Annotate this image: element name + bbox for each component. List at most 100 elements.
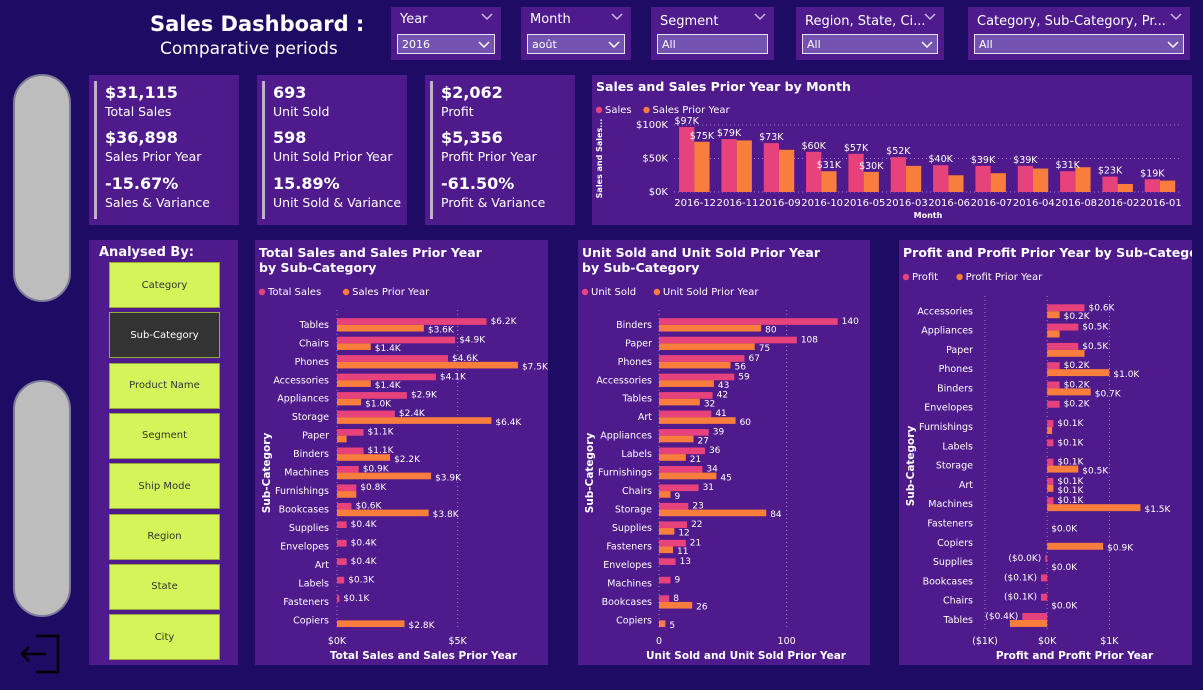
data-label: $30K (859, 161, 884, 172)
y-tick-label: Chairs (943, 596, 973, 607)
bar-sales (721, 139, 737, 192)
chart-title: Total Sales and Sales Prior Year by Sub-C… (259, 245, 483, 275)
chevron-down-icon[interactable] (611, 12, 623, 22)
units_sub-legend-marker (653, 288, 661, 296)
x-tick-label: 0 (656, 636, 662, 647)
sales_sub-legend-marker (342, 288, 350, 296)
y-tick-label: Bookcases (602, 597, 652, 608)
data-label: 140 (842, 317, 859, 327)
kpi-profit-prior-value: $5,356 (441, 128, 503, 147)
slicer-month[interactable]: Month août (521, 7, 631, 60)
data-label: 12 (678, 529, 689, 539)
bar-current (337, 318, 487, 325)
bar-current (337, 539, 347, 547)
slicer-segment-dropdown[interactable]: All (657, 34, 768, 54)
exit-icon[interactable] (18, 632, 62, 676)
bar-sales-prior (863, 171, 879, 192)
bar-prior (659, 509, 767, 517)
data-label: $0.4K (351, 557, 378, 567)
bar-sales (933, 165, 949, 192)
data-label: $97K (675, 116, 700, 127)
data-label: 56 (734, 362, 746, 372)
x-axis-title: Month (914, 211, 943, 220)
x-tick-label: 2016-08 (1055, 198, 1097, 209)
nav-pill-bottom[interactable] (13, 380, 71, 617)
bar-prior (659, 435, 694, 443)
slicer-category-dropdown[interactable]: All (974, 34, 1184, 54)
chart-sales-by-subcategory: Total Sales and Sales Prior Year by Sub-C… (258, 245, 549, 662)
data-label: $3.6K (428, 326, 455, 336)
bar-sales (1017, 165, 1033, 192)
y-tick-label: Tables (942, 615, 973, 626)
chart-units-by-subcategory: Unit Sold and Unit Sold Prior Year by Sub… (581, 245, 859, 662)
data-label: 36 (709, 446, 721, 456)
data-label: $0.1K (1057, 419, 1084, 429)
sales_sub-legend-label: Sales Prior Year (352, 287, 430, 298)
bar-sales (1144, 179, 1160, 192)
slicer-category[interactable]: Category, Sub-Category, Pr... All (968, 7, 1190, 60)
analysed-by-button[interactable]: City (109, 614, 220, 661)
bar-current (337, 484, 357, 492)
bar-current (337, 502, 352, 510)
slicer-region-dropdown[interactable]: All (802, 34, 938, 54)
data-label: $2.8K (409, 621, 436, 631)
month-legend-marker (643, 106, 650, 114)
kpi-unit-variance-label: Unit Sold & Variance (273, 195, 402, 210)
analysed-by-button[interactable]: Product Name (109, 362, 220, 409)
analysed-by-button[interactable]: Category (109, 262, 220, 308)
kpi-unit-prior-value: 598 (273, 128, 307, 147)
slicer-region-value: All (807, 38, 821, 51)
bar-current (337, 336, 456, 344)
y-tick-label: Machines (928, 499, 973, 510)
data-label: $0.0K (1051, 524, 1078, 534)
chart-title: Unit Sold and Unit Sold Prior Year by Sub… (582, 245, 821, 275)
bar-current (337, 558, 347, 565)
bar-prior (1047, 504, 1141, 512)
data-label: 11 (677, 547, 688, 557)
bar-prior (337, 343, 371, 350)
bar-current (1040, 593, 1048, 601)
profit_sub-legend-marker (902, 273, 910, 281)
chevron-down-icon[interactable] (481, 12, 493, 22)
data-label: $6.2K (491, 317, 518, 327)
x-tick-label: 2016-06 (928, 198, 970, 209)
analysed-by-button[interactable]: Segment (109, 412, 220, 459)
data-label: $0.4K (351, 539, 378, 549)
analysed-by-button[interactable]: Region (109, 513, 220, 560)
slicer-region[interactable]: Region, State, Ci... All (796, 7, 944, 60)
analysed-by-button[interactable]: State (109, 563, 220, 610)
data-label: 31 (703, 483, 714, 493)
data-label: ($0.4K) (985, 612, 1018, 622)
chevron-down-icon (608, 41, 620, 49)
slicer-year-dropdown[interactable]: 2016 (397, 34, 495, 54)
bar-prior (337, 472, 432, 480)
slicer-year-label: Year (400, 12, 428, 27)
x-tick-label: $5K (448, 636, 467, 647)
analysed-by-button[interactable]: Ship Mode (109, 463, 220, 510)
analysed-by-button[interactable]: Sub-Category (109, 312, 220, 359)
slicer-segment-value: All (662, 38, 676, 51)
slicer-segment[interactable]: Segment All (651, 7, 774, 60)
data-label: $31K (1056, 160, 1081, 171)
chevron-down-icon[interactable] (1170, 12, 1182, 22)
chevron-down-icon[interactable] (754, 12, 766, 22)
nav-pill-top[interactable] (13, 74, 71, 302)
chevron-down-icon (921, 41, 933, 49)
y-tick-label: Phones (939, 364, 973, 375)
chart-panel-sales-sub: Total Sales and Sales Prior Year by Sub-C… (255, 240, 549, 665)
x-tick-label: 2016-04 (1013, 198, 1055, 209)
chevron-down-icon[interactable] (924, 12, 936, 22)
kpi-profit-variance-label: Profit & Variance (441, 195, 546, 210)
bar-current (659, 355, 745, 362)
data-label: $0.1K (1057, 486, 1084, 496)
slicer-year[interactable]: Year 2016 (391, 7, 501, 60)
bar-sales (890, 157, 906, 192)
data-label: 60 (740, 418, 752, 428)
bar-prior (659, 601, 693, 609)
data-label: 42 (717, 391, 728, 401)
bar-sales-prior (1117, 183, 1133, 192)
bar-prior (337, 435, 347, 443)
slicer-month-dropdown[interactable]: août (527, 34, 625, 54)
y-tick-label: Envelopes (924, 403, 973, 414)
y-tick-label: Accessories (273, 375, 329, 386)
